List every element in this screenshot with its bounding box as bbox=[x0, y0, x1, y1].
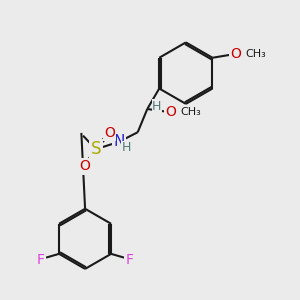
Text: F: F bbox=[37, 253, 45, 267]
Text: F: F bbox=[125, 253, 133, 267]
Text: O: O bbox=[165, 105, 176, 119]
Text: N: N bbox=[113, 134, 124, 149]
Text: CH₃: CH₃ bbox=[180, 107, 201, 117]
Text: O: O bbox=[79, 159, 90, 173]
Text: H: H bbox=[152, 100, 161, 113]
Text: O: O bbox=[230, 47, 241, 61]
Text: S: S bbox=[90, 140, 101, 158]
Text: CH₃: CH₃ bbox=[245, 49, 266, 59]
Text: O: O bbox=[104, 126, 115, 140]
Text: H: H bbox=[122, 142, 131, 154]
